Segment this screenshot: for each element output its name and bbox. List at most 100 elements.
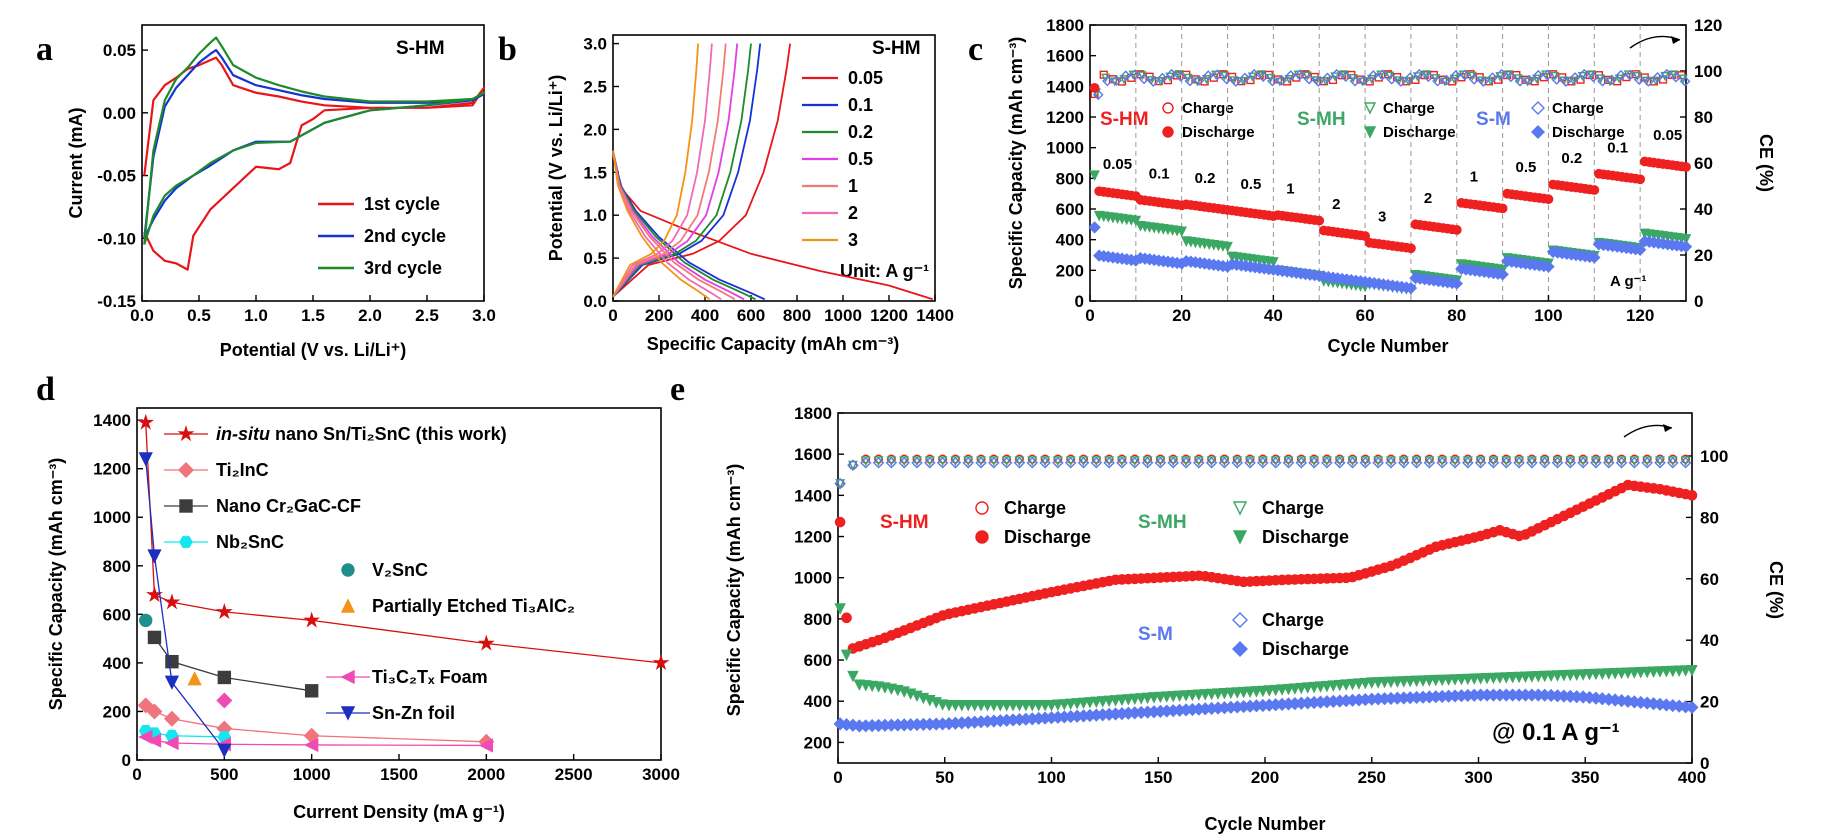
panel-c-legend-smh-charge: Charge [1383,100,1435,117]
panel-e-ce-S-HM-253 [1373,454,1383,464]
panel-e-cap-S-MH-184 [1225,687,1237,700]
panel-c-ce-S-M-123 [1652,72,1663,83]
panel-c-ce-S-M-105 [1569,72,1581,83]
panel-c-legend-smh-discharge: Discharge [1383,124,1456,141]
panel-c-ce-S-MH-69 [1403,76,1413,86]
panel-c-ce-S-M-31 [1230,76,1242,87]
panel-c-ce-S-MH-33 [1238,76,1248,87]
panel-d-y-ticklabel-6: 1200 [93,460,131,479]
panel-e-ce-S-HM-217 [1296,454,1306,464]
panel-c-ce-S-MH-73 [1421,70,1432,80]
legend-d-1: in-situ nano Sn/Ti₂SnC (this work) [216,424,507,444]
panel-e-cap-S-MH-169 [1193,689,1205,701]
panel-e-cap-S-MH-151 [1154,691,1167,704]
panel-a-ylabel: Current (mA) [66,107,86,218]
panel-e-ce-S-HM-157 [1168,454,1178,464]
panel-c-y2-ticklabel-6: 120 [1694,16,1722,35]
legend-d-marker-3 [179,536,193,548]
panel-a-x-ticklabel-1: 0.5 [187,306,211,325]
panel-e-ce-S-HM-307 [1488,454,1498,464]
panel-e-y2-ticklabel-5: 100 [1700,447,1728,466]
panel-c-ce-S-M-35 [1248,68,1260,80]
panel-e-ce-S-MH-7 [848,460,858,471]
panel-e-cap-S-MH-157 [1167,690,1179,703]
panel-e-y2-ticklabel-4: 80 [1700,508,1719,527]
panel-d-x-ticklabel-5: 2500 [555,765,593,784]
panel-c-ce-S-M-83 [1468,73,1480,85]
panel-e-ce-S-HM-25 [886,454,896,464]
panel-e-ce-S-HM-391 [1668,454,1678,464]
panel-b-y-ticklabel-2: 1.0 [583,206,607,225]
panel-e-cap-S-MH-115 [1077,697,1090,710]
panel-c-ce-S-HM-101 [1548,70,1558,79]
panel-c-ce-S-M-55 [1340,71,1352,83]
panel-e-ce-S-M-163 [1180,456,1192,469]
legend-a-label-3: 3rd cycle [364,258,442,278]
panel-e-ce-S-M-103 [1052,456,1064,469]
panel-e-legend-sm-charge-marker [1232,612,1248,628]
panel-e-ce-S-M-169 [1193,456,1205,469]
panel-c-cap-S-M-70 [1404,281,1418,295]
panel-d-point-7-2 [164,675,180,690]
panel-c-legend-shm-charge: Charge [1182,100,1234,117]
panel-e-legend-shm-discharge: Discharge [1004,527,1091,547]
panel-c-ce-S-MH-107 [1577,72,1587,82]
panel-e-y-ticklabel-0: 200 [804,733,832,752]
panel-d-point-6-5 [478,738,494,753]
panel-e-ce-S-HM-223 [1309,454,1319,464]
panel-e-cap-S-MH-4 [840,649,853,662]
panel-d-point-0-4 [303,611,321,628]
legend-b-label-1: 1 [848,176,858,196]
panel-e-ce-S-HM-361 [1604,454,1614,464]
panel-e-cap-S-MH-226 [1314,681,1327,693]
panel-a-x-ticklabel-3: 1.5 [301,306,325,325]
panel-c-ce-S-MH-19 [1174,70,1184,80]
panel-c-rate-label-2: 0.2 [1195,170,1216,187]
panel-c-y-ticklabel-5: 1000 [1046,139,1084,158]
panel-d-point-6-2 [164,735,179,751]
panel-e-ce-S-M-181 [1218,456,1231,469]
panel-b-xlabel: Specific Capacity (mAh cm⁻³) [647,334,900,354]
panel-e-ce-S-M-241 [1346,456,1359,469]
panel-e-ce-S-M-349 [1577,456,1589,469]
legend-d-7: Ti₃C₂Tₓ Foam [372,667,488,687]
panel-c-ce-S-MH-15 [1156,77,1166,87]
panel-e-ce-S-HM-109 [1066,454,1076,464]
panel-e-ce-S-HM-319 [1514,454,1524,464]
panel-e-cap-S-MH-133 [1116,694,1128,707]
panel-c-ce-S-M-19 [1175,71,1187,82]
panel-c-ce-S-MH-87 [1486,76,1496,86]
panel-e-ce-S-HM-145 [1143,454,1153,464]
panel-c-cap-S-HM-130 [1681,162,1691,172]
panel-b: Specific Capacity (mAh cm⁻³) Potential (… [546,34,954,354]
panel-d-point-0-0 [137,413,155,430]
panel-a-y-ticklabel-0: -0.15 [97,292,136,311]
panel-e-ce-S-HM-349 [1578,454,1588,464]
panel-c-rate-label-7: 2 [1424,190,1432,207]
panel-c-ce-S-M-115 [1615,69,1627,81]
panel-c-y-ticklabel-1: 200 [1056,261,1084,280]
panel-e-ce-S-M-133 [1116,456,1128,469]
panel-e-ce-S-HM-271 [1412,454,1422,464]
panel-a-y-ticklabel-2: -0.05 [97,167,136,186]
panel-c-ce-S-M-21 [1184,75,1196,87]
panel-c-cap-S-MH-40 [1268,257,1279,268]
panel-c-y-ticklabel-3: 600 [1056,200,1084,219]
panel-c-ce-S-M-33 [1239,72,1251,84]
panel-b-unit-label: Unit: A g⁻¹ [840,261,929,281]
panel-e-ce-S-HM-379 [1642,454,1652,464]
panel-e-cap-S-MH-244 [1353,678,1365,690]
panel-e-ce-S-M-199 [1257,456,1269,469]
panel-c-rate-label-1: 0.1 [1149,165,1170,182]
panel-c-ce-S-HM-83 [1466,70,1475,79]
panel-e-y-ticklabel-8: 1800 [794,404,832,423]
panel-e-cap-S-MH-178 [1212,688,1224,700]
panel-c-arrow-head [1671,36,1680,44]
panel-e-ce-S-HM-355 [1591,454,1601,464]
panel-d-point-6-4 [304,737,319,753]
panel-c-ce-S-HM-119 [1631,70,1640,79]
panel-c-ce-S-MH-75 [1431,74,1441,84]
panel-a-inset-label: S-HM [396,38,445,59]
panel-e-ce-S-M-97 [1039,456,1051,469]
panel-e-cap-S-MH-187 [1231,687,1243,699]
